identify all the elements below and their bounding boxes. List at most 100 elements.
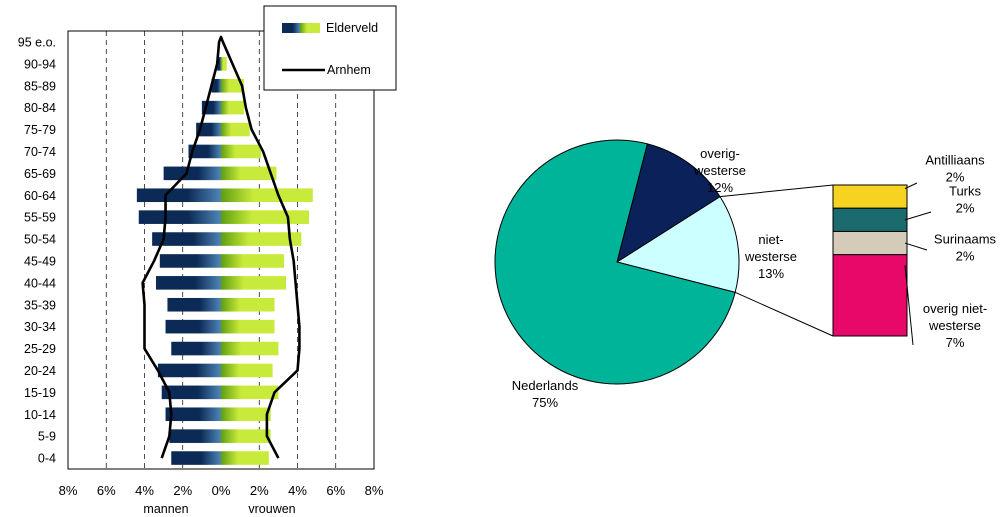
population-pyramid-chart: 0-4 5-9 10-14 15-19 20-24 25-29 30-34 35-39 40-4… bbox=[18, 5, 397, 516]
label-line: overig niet- bbox=[923, 301, 987, 316]
bar-mannen bbox=[196, 122, 221, 137]
label-line: 7% bbox=[946, 335, 965, 350]
label-line: 2% bbox=[956, 201, 975, 216]
x-tick-label: 0% bbox=[212, 483, 231, 498]
y-tick-label: 50-54 bbox=[24, 233, 56, 247]
label-line: Turks bbox=[949, 184, 982, 199]
label-line: Antilliaans bbox=[925, 153, 985, 168]
bar-mannen bbox=[188, 144, 221, 159]
y-tick-label: 25-29 bbox=[24, 342, 56, 356]
bar-vrouwen bbox=[221, 429, 271, 443]
legend-swatch-women bbox=[300, 23, 320, 33]
bar-vrouwen bbox=[221, 276, 287, 290]
leader-line bbox=[904, 242, 928, 251]
y-tick-label: 85-89 bbox=[24, 79, 56, 93]
bar-vrouwen bbox=[221, 78, 244, 93]
legend-box bbox=[263, 5, 397, 91]
y-tick-label: 45-49 bbox=[24, 254, 56, 268]
breakdown-segment bbox=[832, 207, 908, 232]
label-line: 2% bbox=[956, 249, 975, 264]
y-tick-label: 75-79 bbox=[24, 123, 56, 137]
legend-swatch-men bbox=[282, 23, 300, 33]
breakdown-connector bbox=[734, 291, 834, 337]
y-tick-label: 65-69 bbox=[24, 167, 56, 181]
breakdown-label: Surinaams 2% bbox=[934, 232, 997, 264]
pie-slice-label: overig-westerse 12% bbox=[693, 146, 746, 195]
y-tick-label: 80-84 bbox=[24, 101, 56, 115]
label-line: 75% bbox=[532, 395, 558, 410]
x-tick-label: 8% bbox=[365, 483, 384, 498]
pie-slice bbox=[616, 143, 721, 264]
legend-label-arnhem: Arnhem bbox=[327, 63, 371, 77]
bar-mannen bbox=[171, 341, 221, 356]
x-tick-label: 8% bbox=[59, 483, 78, 498]
label-line: 13% bbox=[758, 266, 784, 281]
bar-vrouwen bbox=[221, 188, 313, 203]
x-tick-label: 2% bbox=[173, 483, 192, 498]
y-tick-label: 60-64 bbox=[24, 189, 56, 203]
y-tick-label: 55-59 bbox=[24, 211, 56, 225]
bar-mannen bbox=[167, 297, 221, 312]
label-line: Nederlands bbox=[512, 378, 579, 393]
bar-vrouwen bbox=[221, 57, 227, 71]
pie-slice-label: Nederlands 75% bbox=[512, 378, 579, 410]
y-tick-label: 35-39 bbox=[24, 298, 56, 312]
label-line: 12% bbox=[707, 180, 733, 195]
leader-line bbox=[904, 211, 932, 221]
label-line: overig- bbox=[700, 146, 740, 161]
bar-vrouwen bbox=[221, 407, 271, 422]
breakdown-label: overig niet-westerse 7% bbox=[923, 301, 987, 350]
breakdown-label: Turks 2% bbox=[949, 184, 982, 216]
bar-vrouwen bbox=[221, 232, 302, 246]
x-tick-label: 4% bbox=[135, 483, 154, 498]
label-line: westerse bbox=[928, 318, 981, 333]
y-tick-label: 70-74 bbox=[24, 145, 56, 159]
y-tick-label: 20-24 bbox=[24, 364, 56, 378]
bar-vrouwen bbox=[221, 297, 275, 312]
plot-area-frame bbox=[67, 30, 375, 470]
x-label-mannen: mannen bbox=[143, 502, 188, 516]
bar-vrouwen bbox=[221, 341, 279, 356]
leader-line bbox=[904, 182, 918, 190]
pie-slice bbox=[494, 139, 736, 385]
x-tick-label: 6% bbox=[326, 483, 345, 498]
y-tick-label: 10-14 bbox=[24, 408, 56, 422]
bar-vrouwen bbox=[221, 122, 250, 137]
bar-vrouwen bbox=[221, 254, 285, 268]
label-line: 2% bbox=[946, 170, 965, 185]
pie-slice bbox=[615, 195, 740, 293]
label-line: Surinaams bbox=[934, 232, 997, 247]
bar-mannen bbox=[161, 385, 221, 400]
bar-mannen bbox=[136, 188, 221, 203]
y-tick-label: 90-94 bbox=[24, 57, 56, 71]
legend: Elderveld Arnhem bbox=[263, 5, 397, 91]
bar-mannen bbox=[171, 451, 221, 465]
y-tick-label: 95 e.o. bbox=[18, 35, 56, 49]
bar-vrouwen bbox=[221, 385, 279, 400]
breakdown-label: Antilliaans 2% bbox=[925, 153, 985, 185]
pie-chart: Nederlands 75% overig-westerse 12% niet-west… bbox=[494, 139, 997, 410]
x-tick-label: 4% bbox=[288, 483, 307, 498]
bar-mannen bbox=[152, 232, 221, 246]
legend-label-elderveld: Elderveld bbox=[326, 21, 378, 35]
bar-vrouwen bbox=[221, 166, 277, 181]
label-line: westerse bbox=[744, 249, 797, 264]
y-tick-label: 40-44 bbox=[24, 276, 56, 290]
leader-line bbox=[904, 265, 914, 346]
bar-mannen bbox=[211, 78, 221, 93]
breakdown-segment bbox=[832, 254, 908, 337]
x-tick-label: 2% bbox=[250, 483, 269, 498]
label-line: niet- bbox=[758, 232, 783, 247]
label-line: westerse bbox=[693, 163, 746, 178]
bar-vrouwen bbox=[221, 451, 269, 465]
breakdown-segment bbox=[832, 184, 908, 209]
x-tick-label: 6% bbox=[97, 483, 116, 498]
x-label-vrouwen: vrouwen bbox=[248, 502, 295, 516]
bar-mannen bbox=[138, 210, 221, 224]
bar-vrouwen bbox=[221, 144, 262, 159]
bar-mannen bbox=[217, 57, 221, 71]
bar-mannen bbox=[165, 407, 221, 422]
arnhem-line bbox=[141, 35, 301, 459]
bar-vrouwen bbox=[221, 100, 244, 115]
